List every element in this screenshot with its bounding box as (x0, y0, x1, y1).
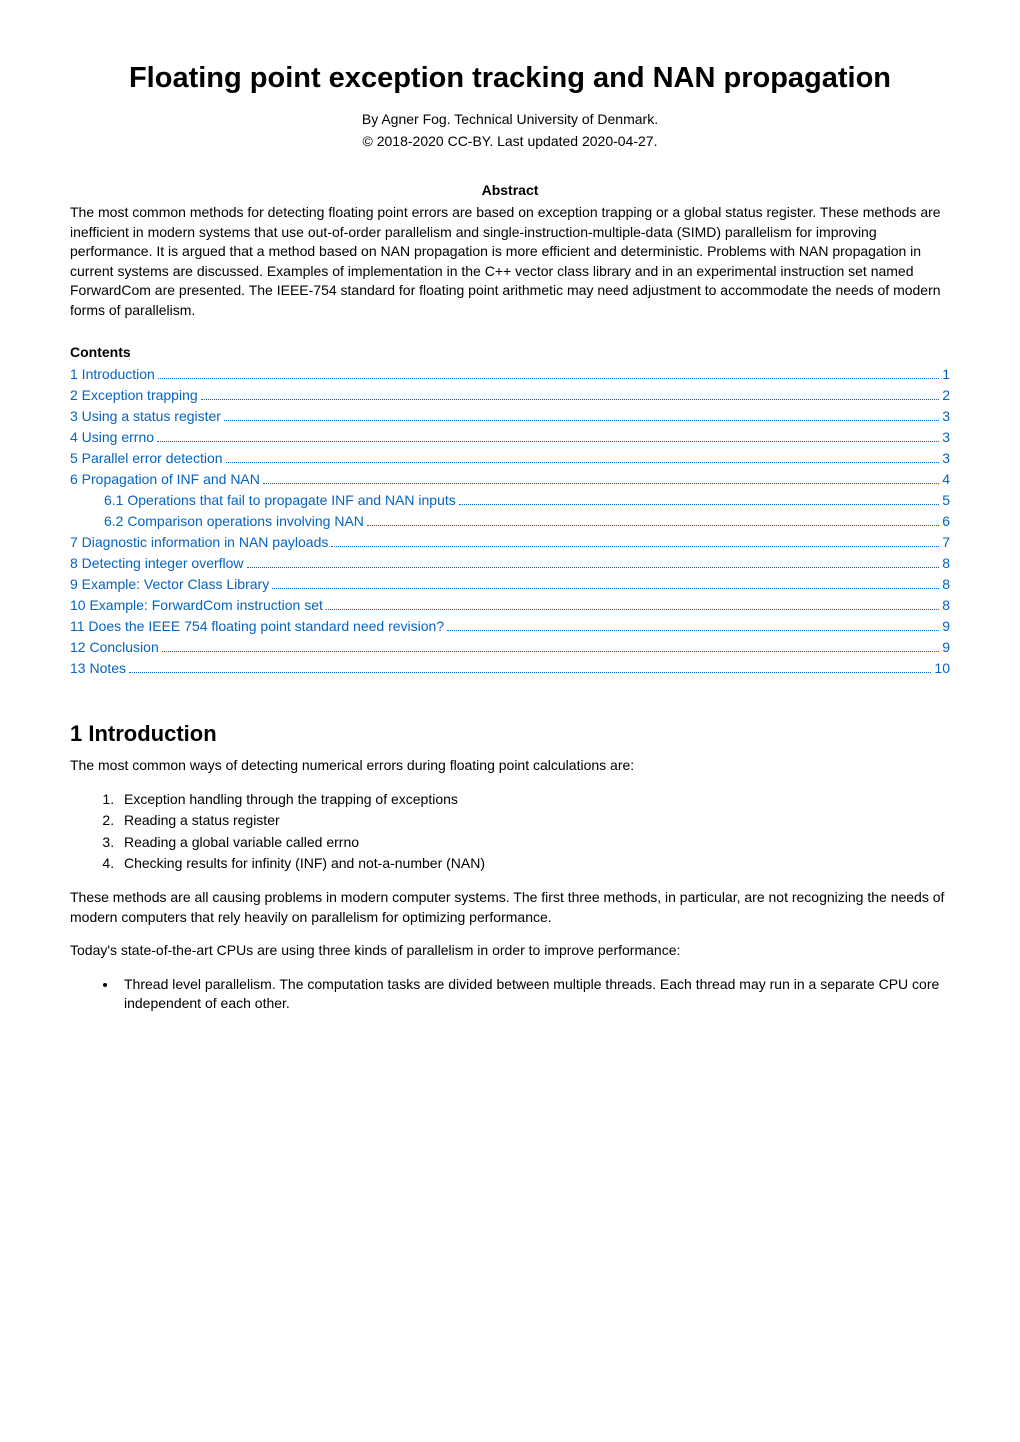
toc-entry-label: 11 Does the IEEE 754 floating point stan… (70, 616, 444, 637)
abstract-heading: Abstract (70, 181, 950, 201)
toc-entry-page: 5 (942, 490, 950, 511)
byline: By Agner Fog. Technical University of De… (70, 110, 950, 130)
toc-entry-page: 3 (942, 427, 950, 448)
toc-entry-label: 10 Example: ForwardCom instruction set (70, 595, 323, 616)
section-1-paragraph-3: Today's state-of-the-art CPUs are using … (70, 941, 950, 961)
toc-leader-dots (247, 555, 940, 569)
toc-entry-label: 9 Example: Vector Class Library (70, 574, 269, 595)
toc-entry-page: 1 (942, 364, 950, 385)
toc-entry-label: 6.1 Operations that fail to propagate IN… (104, 490, 456, 511)
toc-entry[interactable]: 4 Using errno 3 (70, 427, 950, 448)
document-title: Floating point exception tracking and NA… (70, 60, 950, 96)
section-1-bulleted-list: Thread level parallelism. The computatio… (118, 975, 950, 1014)
toc-entry[interactable]: 7 Diagnostic information in NAN payloads… (70, 532, 950, 553)
toc-entry[interactable]: 1 Introduction 1 (70, 364, 950, 385)
table-of-contents: 1 Introduction12 Exception trapping23 Us… (70, 364, 950, 679)
toc-entry-page: 8 (942, 574, 950, 595)
toc-entry-label: 4 Using errno (70, 427, 154, 448)
toc-leader-dots (447, 618, 939, 632)
toc-leader-dots (224, 408, 939, 422)
toc-entry-page: 3 (942, 448, 950, 469)
toc-leader-dots (331, 534, 939, 548)
toc-leader-dots (162, 639, 939, 653)
toc-entry[interactable]: 5 Parallel error detection 3 (70, 448, 950, 469)
toc-entry-page: 4 (942, 469, 950, 490)
toc-leader-dots (326, 597, 939, 611)
list-item: Thread level parallelism. The computatio… (118, 975, 950, 1014)
toc-leader-dots (459, 492, 939, 506)
toc-entry-page: 8 (942, 595, 950, 616)
toc-entry-label: 1 Introduction (70, 364, 155, 385)
toc-entry-page: 6 (942, 511, 950, 532)
toc-entry[interactable]: 2 Exception trapping 2 (70, 385, 950, 406)
contents-heading: Contents (70, 343, 950, 363)
toc-entry-page: 9 (942, 637, 950, 658)
toc-leader-dots (158, 366, 939, 380)
toc-entry-page: 10 (934, 658, 950, 679)
toc-entry[interactable]: 13 Notes 10 (70, 658, 950, 679)
toc-leader-dots (226, 450, 940, 464)
toc-entry-label: 8 Detecting integer overflow (70, 553, 244, 574)
section-1-paragraph-2: These methods are all causing problems i… (70, 888, 950, 927)
section-1-paragraph-1: The most common ways of detecting numeri… (70, 756, 950, 776)
list-item: Exception handling through the trapping … (118, 790, 950, 810)
toc-entry-label: 2 Exception trapping (70, 385, 198, 406)
toc-entry-label: 6 Propagation of INF and NAN (70, 469, 260, 490)
toc-entry[interactable]: 11 Does the IEEE 754 floating point stan… (70, 616, 950, 637)
toc-leader-dots (201, 387, 940, 401)
toc-leader-dots (129, 660, 931, 674)
list-item: Reading a global variable called errno (118, 833, 950, 853)
copyright-line: © 2018-2020 CC-BY. Last updated 2020-04-… (70, 132, 950, 152)
toc-entry-label: 6.2 Comparison operations involving NAN (104, 511, 364, 532)
toc-entry-page: 8 (942, 553, 950, 574)
list-item: Checking results for infinity (INF) and … (118, 854, 950, 874)
toc-entry-label: 3 Using a status register (70, 406, 221, 427)
list-item: Reading a status register (118, 811, 950, 831)
abstract-body: The most common methods for detecting fl… (70, 203, 950, 321)
toc-entry[interactable]: 12 Conclusion 9 (70, 637, 950, 658)
toc-entry[interactable]: 8 Detecting integer overflow 8 (70, 553, 950, 574)
toc-entry-page: 9 (942, 616, 950, 637)
toc-entry-page: 3 (942, 406, 950, 427)
toc-entry-label: 7 Diagnostic information in NAN payloads (70, 532, 328, 553)
toc-entry-page: 2 (942, 385, 950, 406)
section-1-heading: 1 Introduction (70, 719, 950, 750)
toc-leader-dots (272, 576, 939, 590)
toc-leader-dots (367, 513, 939, 527)
toc-entry[interactable]: 6.1 Operations that fail to propagate IN… (70, 490, 950, 511)
toc-entry[interactable]: 9 Example: Vector Class Library 8 (70, 574, 950, 595)
toc-entry[interactable]: 6.2 Comparison operations involving NAN 6 (70, 511, 950, 532)
toc-entry[interactable]: 3 Using a status register 3 (70, 406, 950, 427)
toc-entry-label: 5 Parallel error detection (70, 448, 223, 469)
toc-entry-label: 12 Conclusion (70, 637, 159, 658)
toc-leader-dots (263, 471, 939, 485)
toc-entry-label: 13 Notes (70, 658, 126, 679)
toc-entry[interactable]: 6 Propagation of INF and NAN 4 (70, 469, 950, 490)
section-1-numbered-list: Exception handling through the trapping … (118, 790, 950, 874)
toc-leader-dots (157, 429, 939, 443)
toc-entry-page: 7 (942, 532, 950, 553)
toc-entry[interactable]: 10 Example: ForwardCom instruction set 8 (70, 595, 950, 616)
